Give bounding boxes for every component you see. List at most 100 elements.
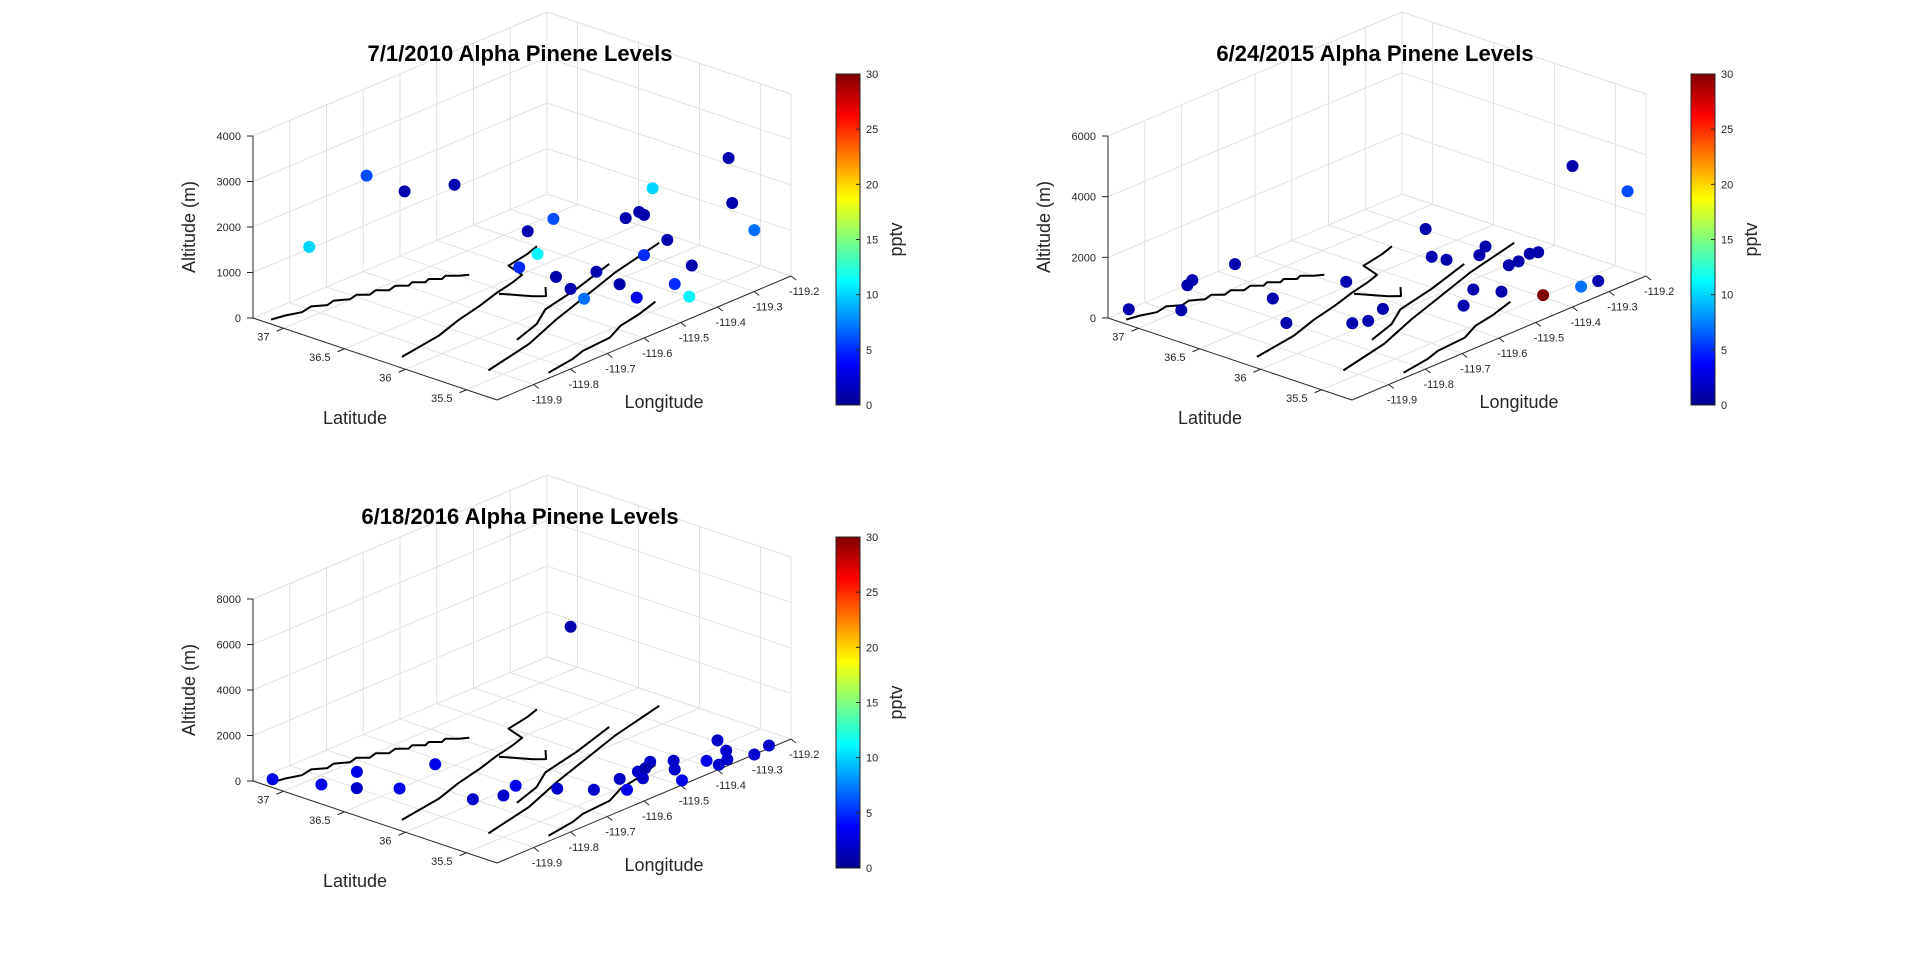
map-boundary-line [1403, 300, 1512, 374]
grid-line [546, 57, 792, 140]
latitude-tick-mark [459, 389, 467, 394]
grid-line [405, 244, 700, 370]
colorbar-tick-label: 0 [866, 400, 872, 412]
colorbar-tick-label: 10 [1721, 290, 1733, 302]
axes-group: 0 2000 4000 6000 8000 35.5 36 36.5 37 -119.9 -119.… [217, 594, 820, 870]
data-point [551, 782, 564, 795]
grid-line [1321, 265, 1616, 391]
grid-line [289, 765, 534, 848]
map-boundary-line [487, 241, 660, 372]
data-point [1467, 283, 1480, 296]
z-tick-label: 2000 [217, 731, 241, 743]
longitude-tick-mark [1498, 337, 1505, 343]
map-boundary-line [516, 263, 610, 341]
data-point [763, 739, 775, 752]
longitude-tick-label: -119.9 [532, 858, 562, 870]
grid-line [283, 666, 578, 792]
grid-line [1328, 224, 1573, 308]
colorbar-tick-label: 5 [866, 345, 872, 357]
longitude-tick-mark [1535, 322, 1542, 327]
map-boundary-line [498, 287, 547, 298]
data-point [668, 278, 681, 290]
data-point [676, 774, 688, 787]
longitude-tick-label: -119.9 [532, 395, 562, 407]
data-point [429, 758, 442, 771]
colorbar-tick-label: 30 [866, 532, 878, 544]
grid-line [289, 302, 534, 385]
longitude-tick-label: -119.3 [1607, 302, 1637, 314]
data-points-group [1122, 160, 1634, 330]
grid-line [252, 11, 548, 137]
chart-panel-2010: 0 1000 2000 3000 4000 35.5 36 36.5 37 -119.9 -119.… [179, 11, 906, 428]
colorbar-tick-label: 0 [866, 863, 872, 875]
grid-line [546, 102, 792, 186]
data-point [646, 182, 659, 195]
map-boundary-line [548, 300, 657, 374]
colorbar-tick-label: 25 [1721, 124, 1733, 136]
grid-line [252, 656, 548, 782]
data-point [1266, 292, 1279, 305]
data-point [712, 758, 725, 771]
colorbar-tick-label: 15 [1721, 235, 1733, 247]
grid-line [1401, 11, 1647, 95]
latitude-tick-label: 36.5 [1164, 352, 1185, 364]
z-tick-label: 2000 [217, 222, 241, 234]
data-point [726, 197, 739, 209]
z-axis-label: Altitude (m) [1034, 181, 1054, 273]
grid-line [283, 203, 578, 329]
data-point [711, 734, 724, 747]
axes-group: 0 1000 2000 3000 4000 35.5 36 36.5 37 -119.9 -119.… [217, 131, 820, 407]
data-point [1566, 160, 1579, 172]
data-point [1502, 259, 1515, 272]
longitude-tick-label: -119.3 [752, 765, 782, 777]
latitude-tick-mark [337, 811, 345, 816]
colorbar-tick-label: 25 [866, 124, 878, 136]
map-boundary-line [401, 708, 538, 821]
chart-title: 7/1/2010 Alpha Pinene Levels [368, 41, 673, 66]
latitude-axis-label: Latitude [323, 408, 387, 428]
longitude-tick-mark [570, 831, 576, 837]
latitude-tick-label: 37 [1112, 331, 1124, 343]
longitude-tick-label: -119.8 [569, 842, 599, 854]
data-point [360, 169, 373, 182]
data-point [667, 754, 680, 767]
colorbar-tick-label: 30 [866, 69, 878, 81]
longitude-tick-mark [533, 384, 540, 389]
map-boundary-line [1256, 245, 1393, 358]
longitude-tick-mark [790, 275, 797, 281]
data-point [1346, 317, 1359, 330]
longitude-tick-label: -119.5 [1534, 333, 1564, 345]
map-boundary-line [1371, 263, 1465, 341]
grid-line [252, 102, 548, 228]
latitude-tick-label: 35.5 [431, 393, 452, 405]
z-tick-label: 6000 [1072, 131, 1096, 143]
data-point [1473, 249, 1486, 262]
data-point [1340, 275, 1353, 288]
data-point [1457, 299, 1470, 312]
grid-line [252, 474, 548, 600]
longitude-tick-mark [790, 738, 797, 744]
data-point [683, 290, 696, 303]
data-point [1479, 240, 1492, 253]
data-point [668, 763, 681, 776]
latitude-tick-label: 36 [379, 835, 391, 847]
chart-panel-2016: 0 2000 4000 6000 8000 35.5 36 36.5 37 -119.9 -119.… [179, 474, 906, 891]
data-point [547, 212, 560, 225]
map-boundary-line [516, 726, 610, 804]
latitude-tick-label: 36.5 [309, 352, 330, 364]
colorbar-tick-label: 5 [866, 808, 872, 820]
data-point [497, 789, 510, 802]
data-point [1376, 302, 1389, 315]
longitude-tick-label: -119.5 [679, 796, 709, 808]
data-point [393, 782, 406, 795]
longitude-tick-mark [606, 816, 613, 821]
grid-group [1107, 11, 1647, 391]
longitude-tick-mark [717, 306, 723, 312]
grid-line [252, 611, 548, 736]
longitude-tick-label: -119.6 [642, 811, 672, 823]
grid-line [546, 656, 792, 740]
data-point [638, 249, 650, 262]
map-outline-group [1125, 241, 1515, 374]
